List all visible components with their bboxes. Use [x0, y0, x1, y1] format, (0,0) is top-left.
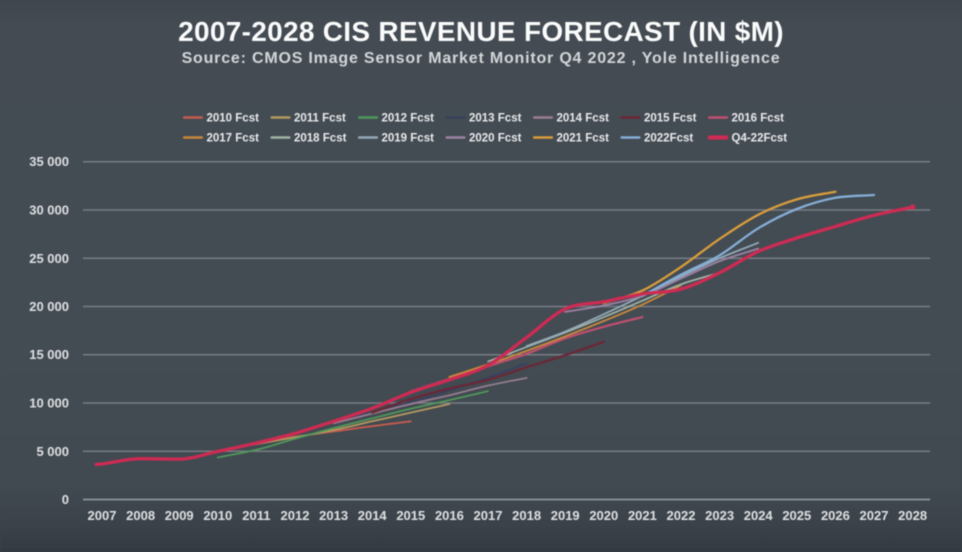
svg-text:2026: 2026	[821, 508, 850, 523]
svg-text:20 000: 20 000	[29, 299, 69, 314]
svg-text:2013 Fcst: 2013 Fcst	[469, 113, 522, 125]
svg-text:2017 Fcst: 2017 Fcst	[207, 133, 260, 145]
svg-text:2016 Fcst: 2016 Fcst	[732, 113, 785, 125]
svg-text:2027: 2027	[860, 508, 889, 523]
svg-text:2011: 2011	[242, 508, 270, 523]
svg-text:0: 0	[62, 492, 69, 507]
svg-text:2020 Fcst: 2020 Fcst	[469, 133, 522, 145]
svg-text:2018 Fcst: 2018 Fcst	[294, 133, 347, 145]
svg-text:2008: 2008	[126, 508, 155, 523]
svg-text:2025: 2025	[782, 508, 811, 523]
svg-text:2007: 2007	[88, 508, 117, 523]
svg-text:Q4-22Fcst: Q4-22Fcst	[732, 133, 788, 145]
svg-text:2022Fcst: 2022Fcst	[644, 133, 693, 145]
svg-text:2013: 2013	[319, 508, 348, 523]
svg-text:2024: 2024	[744, 508, 774, 523]
svg-text:2010 Fcst: 2010 Fcst	[207, 113, 260, 125]
svg-text:2021: 2021	[628, 508, 657, 523]
svg-text:2014: 2014	[358, 508, 388, 523]
svg-text:2012: 2012	[281, 508, 310, 523]
svg-text:2009: 2009	[165, 508, 194, 523]
svg-text:15 000: 15 000	[29, 347, 69, 362]
svg-text:2019 Fcst: 2019 Fcst	[382, 133, 435, 145]
svg-text:30 000: 30 000	[29, 203, 69, 218]
svg-text:2015 Fcst: 2015 Fcst	[644, 113, 697, 125]
svg-text:25 000: 25 000	[29, 251, 69, 266]
svg-text:2020: 2020	[589, 508, 618, 523]
svg-text:2019: 2019	[551, 508, 580, 523]
svg-text:2012 Fcst: 2012 Fcst	[382, 113, 435, 125]
svg-text:35 000: 35 000	[29, 154, 69, 169]
svg-text:2021 Fcst: 2021 Fcst	[557, 133, 610, 145]
svg-text:2014 Fcst: 2014 Fcst	[557, 113, 610, 125]
svg-text:10 000: 10 000	[29, 396, 69, 411]
svg-text:5 000: 5 000	[36, 444, 69, 459]
svg-text:2017: 2017	[474, 508, 503, 523]
svg-text:2016: 2016	[435, 508, 464, 523]
svg-text:2015: 2015	[396, 508, 425, 523]
svg-text:2018: 2018	[512, 508, 541, 523]
svg-text:2023: 2023	[705, 508, 734, 523]
svg-text:2011 Fcst: 2011 Fcst	[294, 113, 346, 125]
svg-text:2028: 2028	[898, 508, 927, 523]
svg-text:2022: 2022	[667, 508, 696, 523]
svg-text:2010: 2010	[203, 508, 232, 523]
